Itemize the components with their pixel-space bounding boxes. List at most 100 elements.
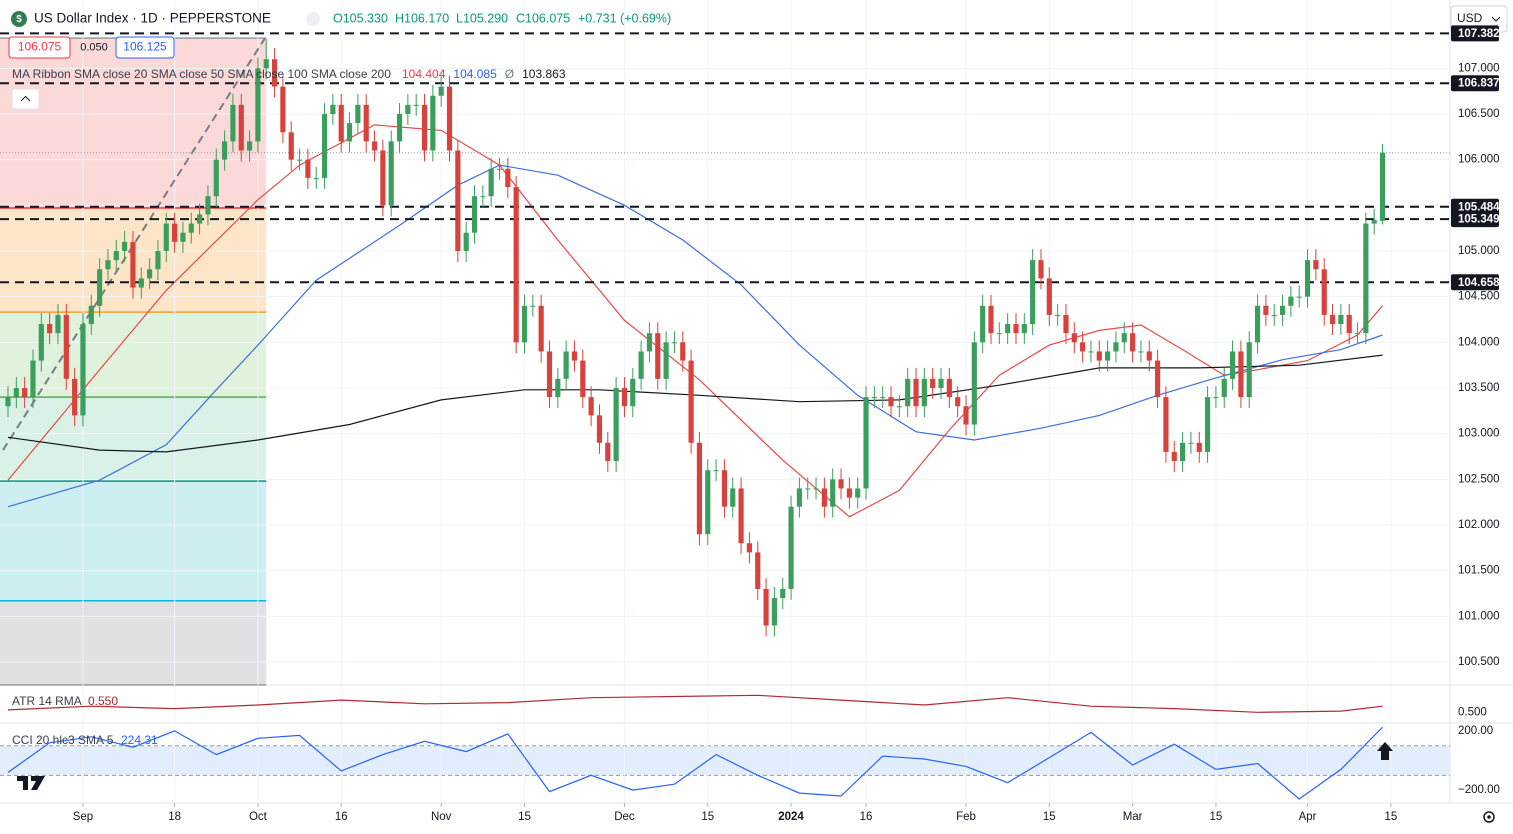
candle-body bbox=[538, 305, 544, 352]
candle-body bbox=[163, 223, 169, 251]
y-tick-label: 103.500 bbox=[1458, 382, 1500, 394]
candle-body bbox=[730, 488, 736, 507]
y-tick-label: 102.500 bbox=[1458, 473, 1500, 485]
tv-logo[interactable] bbox=[17, 776, 45, 790]
candle-body bbox=[1163, 397, 1169, 452]
x-tick-label: 2024 bbox=[778, 811, 804, 823]
candle-body bbox=[1155, 360, 1161, 398]
collapse-button[interactable] bbox=[11, 88, 40, 110]
candle-body bbox=[1113, 342, 1119, 352]
candle-body bbox=[1279, 305, 1286, 315]
candle-body bbox=[1354, 333, 1361, 335]
candle-body bbox=[13, 387, 19, 398]
candle-body bbox=[180, 232, 186, 242]
y-tick-label: 107.000 bbox=[1458, 62, 1500, 74]
candle-body bbox=[871, 397, 877, 399]
symbol-logo-mark: $ bbox=[16, 14, 22, 25]
settings-gear-center bbox=[1487, 815, 1491, 819]
level-label-box bbox=[1451, 25, 1499, 42]
atr-tick-label: 0.500 bbox=[1458, 706, 1487, 718]
x-tick-label: Nov bbox=[431, 811, 452, 823]
candle-body bbox=[463, 232, 469, 251]
candle-body bbox=[213, 159, 219, 197]
y-tick-label: 106.500 bbox=[1458, 108, 1500, 120]
candle-body bbox=[705, 470, 711, 535]
candle-body bbox=[1138, 351, 1144, 353]
candle-body bbox=[946, 378, 952, 398]
y-tick-label: 104.000 bbox=[1458, 336, 1500, 348]
trend-line bbox=[2, 37, 266, 451]
settings-gear[interactable] bbox=[1483, 811, 1495, 823]
candle-body bbox=[1213, 397, 1219, 399]
candle-body bbox=[1105, 351, 1111, 361]
candle-body bbox=[513, 187, 519, 343]
candle-body bbox=[5, 397, 11, 407]
candle-body bbox=[755, 552, 761, 589]
plot-layer bbox=[0, 32, 1450, 800]
level-label: 106.837 bbox=[1458, 78, 1500, 90]
candle-body bbox=[688, 360, 694, 443]
x-tick-label: 15 bbox=[1210, 811, 1223, 823]
candle-body bbox=[496, 168, 503, 170]
x-tick-label: 16 bbox=[860, 811, 873, 823]
fib-zone bbox=[0, 38, 267, 209]
atr-title: ATR 14 RMA bbox=[12, 694, 82, 708]
cci-band bbox=[0, 745, 1450, 776]
candle-body bbox=[438, 86, 444, 96]
candle-body bbox=[771, 598, 777, 626]
x-tick-label: Feb bbox=[956, 811, 976, 823]
candle-body bbox=[188, 223, 194, 233]
candle-body bbox=[1130, 333, 1136, 352]
atr-value: 0.550 bbox=[88, 694, 118, 708]
y-tick-label: 106.000 bbox=[1458, 154, 1500, 166]
candle-body bbox=[380, 150, 386, 206]
candle-body bbox=[1321, 269, 1327, 315]
candle-body bbox=[155, 250, 161, 270]
candle-body bbox=[863, 397, 869, 489]
candle-body bbox=[72, 378, 78, 416]
candle-body bbox=[1146, 351, 1152, 361]
level-label-box bbox=[1451, 211, 1499, 228]
x-tick-label: 15 bbox=[518, 811, 531, 823]
y-tick-label: 101.500 bbox=[1458, 565, 1500, 577]
candle-body bbox=[830, 479, 836, 507]
candle-body bbox=[321, 113, 328, 178]
more-button[interactable] bbox=[306, 12, 320, 26]
candle-body bbox=[1229, 351, 1236, 379]
candle-body bbox=[646, 333, 653, 352]
candle-body bbox=[955, 397, 961, 407]
candle-body bbox=[122, 241, 128, 251]
candle-body bbox=[480, 196, 486, 198]
currency: USD bbox=[1457, 11, 1483, 25]
candle-body bbox=[1096, 351, 1102, 361]
candle-body bbox=[1038, 260, 1044, 279]
chart-title: US Dollar Index · 1D · PEPPERSTONE bbox=[34, 11, 271, 26]
candle-body bbox=[930, 378, 936, 388]
candle-body bbox=[55, 314, 61, 334]
candle-body bbox=[22, 387, 28, 398]
candle-body bbox=[346, 123, 353, 142]
candle-body bbox=[1055, 314, 1061, 316]
sell-box[interactable] bbox=[8, 36, 71, 59]
x-tick-label: 16 bbox=[335, 811, 348, 823]
candle-body bbox=[671, 342, 678, 344]
candle-body bbox=[455, 150, 461, 251]
fib-zone bbox=[0, 481, 267, 601]
candle-body bbox=[288, 132, 294, 160]
buy-box[interactable] bbox=[115, 36, 175, 59]
ma-value: Ø bbox=[505, 67, 514, 81]
candle-body bbox=[205, 196, 211, 215]
candle-body bbox=[222, 141, 228, 160]
candle-body bbox=[913, 378, 919, 407]
candle-body bbox=[655, 333, 661, 379]
header-close: C106.075 bbox=[516, 11, 570, 25]
candle-body bbox=[680, 342, 686, 361]
candle-body bbox=[796, 488, 802, 507]
ma-value: 103.863 bbox=[522, 67, 566, 81]
candle-body bbox=[1246, 342, 1252, 398]
candle-body bbox=[471, 196, 478, 233]
candle-body bbox=[696, 442, 703, 535]
candle-body bbox=[1205, 397, 1211, 452]
